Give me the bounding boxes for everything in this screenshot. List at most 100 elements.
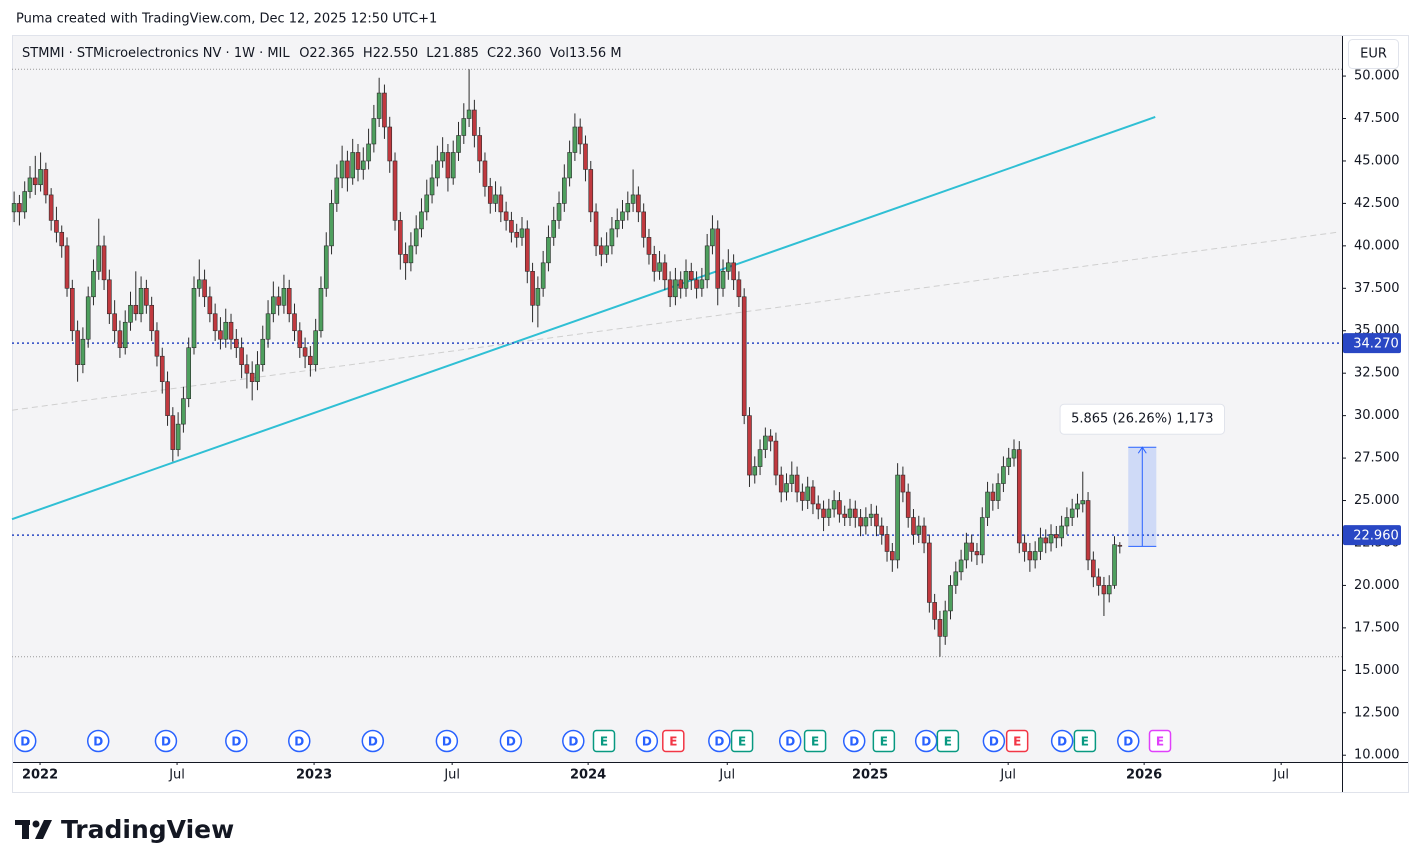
candle-body [1022,542,1027,552]
event-label: E [944,735,952,749]
logo-shape [22,820,29,839]
candle-body [546,237,551,264]
x-tick-label: 2026 [1126,768,1162,783]
currency[interactable]: EUR [1360,47,1387,62]
candle-body [916,525,922,535]
candle-body [763,435,768,450]
event-label: D [231,735,241,749]
candle-body [54,220,59,233]
event-marker [13,729,37,753]
currency-button[interactable] [1348,39,1399,69]
candle-body [789,474,795,484]
candle-body [387,126,393,162]
x-tick-label: 2022 [22,768,58,783]
candle-body [556,203,562,221]
candle-body [778,474,784,493]
event-label: D [368,735,378,749]
candle-body [487,186,493,204]
candle-body [22,191,27,213]
event-label: D [989,735,999,749]
candle-body [255,364,260,382]
candle-body [276,296,281,306]
event-label: E [669,735,677,749]
candle-body [688,271,694,281]
axes: 10.00012.50015.00017.50020.00022.50025.0… [22,69,1401,783]
event-label: D [785,735,795,749]
event-marker [662,729,685,753]
candle-body [911,517,916,535]
candle-body [392,160,398,221]
candle-body [117,330,123,349]
event-marker [1050,729,1074,753]
event-marker [872,729,896,753]
candle-body [107,279,112,315]
candle-body [673,279,678,298]
candle-body [720,271,726,289]
candle-body [1106,585,1112,595]
candle-body [424,194,430,213]
candle-body [514,231,520,238]
candle-body [874,513,879,527]
candle-body [1091,559,1096,578]
event-marker [730,729,754,753]
x-tick-label: Jul [168,768,185,783]
y-tick-label: 45.000 [1354,153,1400,168]
candle-body [112,313,117,332]
event-label: D [294,735,304,749]
candle-body [360,160,366,170]
candle-body [334,177,340,204]
candle-body [228,321,234,340]
candle-body [530,271,535,306]
candle-body [583,143,588,170]
ohlc-key: O [299,46,309,61]
candle-body [567,152,572,179]
x-tick-label: 2023 [296,768,332,783]
event-marker [435,729,459,753]
candle-body [133,304,139,315]
ohlc-value: 22.550 [373,46,419,61]
event-marker [225,729,248,753]
y-tick-label: 32.500 [1354,366,1400,381]
candle-body [831,500,837,510]
candle-body [731,262,736,281]
x-tick-label: Jul [999,768,1016,783]
event-marker [778,729,802,753]
candle-body [345,160,350,179]
event-marker [86,729,110,753]
candle-body [1112,544,1117,586]
event-marker [708,729,731,753]
candle-body [329,203,334,247]
candle-body [38,169,43,186]
event-marker [499,729,523,753]
price-label: 34.270 [1353,337,1399,352]
candle-body [234,338,239,349]
candle-body [826,508,832,518]
candle-body [519,228,525,238]
ohlc-key: Vol [550,46,569,61]
y-tick-label: 15.000 [1354,663,1400,678]
candle-body [1043,537,1049,544]
event-label: E [738,735,746,749]
candle-body [323,245,329,289]
candle-body [271,296,276,315]
candle-body [847,508,853,518]
price-label-box [1343,525,1401,546]
event-marker [982,729,1006,753]
candle-body [445,152,451,179]
x-tick-label: Jul [718,768,735,783]
candle-body [736,279,742,298]
candle-body [450,152,456,179]
candle-body [704,245,710,281]
candle-body [1048,534,1054,544]
candle-body [646,237,652,255]
candle-body [741,296,747,416]
candle-body [223,321,229,340]
candle-body [292,313,297,332]
candle-body [466,109,472,119]
candle-body [456,135,461,153]
candle-body [419,211,424,230]
candle-body [313,330,318,366]
candle-body [75,330,80,366]
